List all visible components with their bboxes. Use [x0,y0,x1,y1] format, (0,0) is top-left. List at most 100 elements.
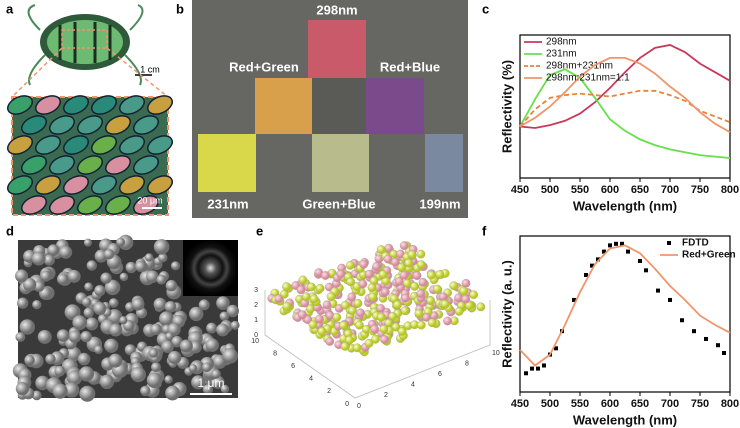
series-line [519,244,731,367]
sphere [412,271,422,280]
marker [668,297,672,302]
sphere [359,259,369,269]
sphere [347,292,357,302]
scale [118,95,146,115]
sphere [416,320,426,330]
scale [6,95,34,115]
particle [15,332,26,342]
particle [119,316,128,325]
sphere [298,275,308,285]
particle [148,348,159,358]
spheres [267,241,486,357]
particle [81,297,92,307]
scale [20,195,48,215]
sphere [376,245,386,254]
film-label: Red+Green [229,59,299,74]
scale [34,175,62,195]
particle [153,239,170,255]
sphere [326,292,336,302]
scale [76,115,104,135]
particle [16,297,29,309]
x-tick-label: 0 [357,403,361,410]
marker [704,336,708,341]
marker [572,297,576,302]
sphere [454,307,464,316]
x-tick-label: 800 [721,184,739,196]
legend-label: 298nm [546,37,577,48]
y-tick-label: 4 [309,376,313,383]
y-tick-label: 8 [273,350,277,357]
sphere [414,309,424,318]
sphere [399,270,409,280]
sphere [317,327,327,336]
x-tick-label: 500 [541,184,559,196]
particle [140,385,151,397]
panel-label: e [256,223,263,238]
sphere [393,300,402,310]
particle [130,366,146,383]
particle [165,279,178,292]
particle [119,272,129,282]
particle [31,390,42,401]
particle [125,261,137,274]
sphere [461,294,471,304]
x-axis-label: Wavelength (nm) [573,412,677,427]
scale [76,195,104,215]
particle [171,335,183,348]
scale [118,175,146,195]
sphere [358,279,368,289]
x-tick-label: 10 [492,350,500,357]
scale [132,155,160,175]
particle [47,244,60,257]
particle [80,330,92,343]
sphere [394,277,404,286]
particle [220,384,230,394]
sphere [368,292,378,302]
sphere [367,283,377,292]
particle [40,270,52,282]
particle [144,253,154,262]
scale [104,115,132,135]
sphere [340,342,350,351]
sphere [440,299,450,309]
x-tick-label: 800 [721,398,739,410]
marker [716,343,720,348]
scale [146,95,174,115]
sphere [340,300,350,310]
particle [94,345,103,355]
scale-label: 1 μm [198,376,225,390]
film-label: Red+Blue [380,59,440,74]
sphere [397,263,406,272]
legend-label: FDTD [682,238,709,249]
film-298 [308,20,366,78]
particle [216,296,230,310]
series-line [519,57,731,133]
particle [86,260,97,271]
sphere [309,294,319,304]
sphere [282,282,291,291]
scale [90,175,118,195]
sphere [339,320,348,330]
z-tick-label: 1 [254,317,258,324]
particle [156,274,167,285]
sphere [399,241,409,250]
marker [656,288,660,293]
sphere [346,277,356,287]
particle [226,304,239,318]
panel-label: b [176,1,184,16]
film-green-blue [312,134,369,192]
particle [109,323,123,337]
box-frame [264,290,491,399]
particle [164,300,177,313]
scale [90,95,118,115]
sphere [372,262,381,271]
marker [530,366,534,371]
marker [626,249,630,254]
sphere [301,292,311,301]
particle [103,249,115,260]
sphere [380,335,389,344]
scale [62,95,90,115]
scale [34,95,62,115]
sphere [476,302,486,312]
particle [72,315,88,330]
